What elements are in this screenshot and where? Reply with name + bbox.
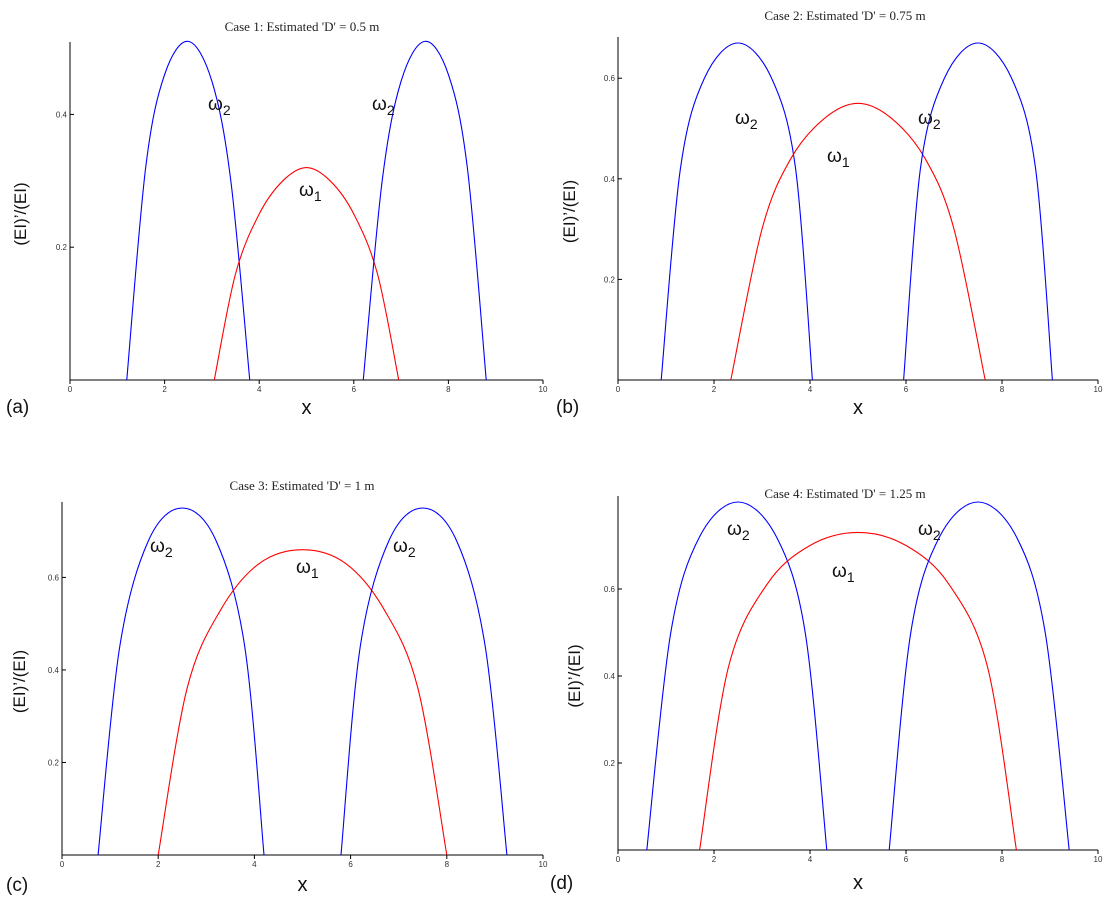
curve-label-d-0: ω2	[727, 519, 750, 543]
chart-title-a: Case 1: Estimated 'D' = 0.5 m	[225, 19, 380, 34]
y-axis-label-a: (EI)’/(EI)	[11, 182, 30, 245]
curve-b-0-omega2	[660, 42, 813, 381]
x-tick-label-a-5: 10	[539, 385, 548, 394]
y-tick-label-c-0: 0.2	[48, 758, 60, 767]
chart-title-b: Case 2: Estimated 'D' = 0.75 m	[764, 8, 925, 23]
x-axis-label-a: x	[302, 397, 312, 419]
x-tick-label-b-1: 2	[712, 385, 717, 394]
curve-d-0-omega2	[646, 501, 828, 851]
curve-b-1-omega1	[730, 102, 986, 381]
y-tick-label-a-0: 0.2	[56, 243, 68, 252]
x-tick-label-a-1: 2	[162, 385, 167, 394]
curve-label-d-1: ω1	[832, 561, 855, 585]
x-tick-label-c-0: 0	[60, 860, 65, 869]
y-tick-label-b-0: 0.2	[604, 275, 616, 284]
x-axis-label-b: x	[853, 397, 863, 419]
panel-label-c: (c)	[6, 875, 28, 896]
x-tick-label-a-4: 8	[446, 385, 451, 394]
curve-label-a-0: ω2	[208, 94, 231, 118]
panel-c: 0 2 4 6 8 10 0.2 0.4 0.6 Case 3: Estimated 'D' = …	[6, 478, 548, 896]
curve-d-2-omega2	[888, 501, 1070, 851]
curve-label-b-0: ω2	[735, 108, 758, 132]
panel-a: 0 2 4 6 8 10 0.2 0.4 Case 1: Estimated 'D' = 0.5…	[6, 19, 548, 419]
y-tick-label-b-2: 0.6	[604, 74, 616, 83]
x-tick-label-d-3: 6	[904, 855, 909, 864]
curve-c-1-omega1	[157, 549, 448, 856]
x-tick-label-d-4: 8	[1000, 855, 1005, 864]
x-tick-label-c-4: 8	[445, 860, 450, 869]
x-tick-label-d-0: 0	[616, 855, 621, 864]
y-axis-label-c: (EI)’/(EI)	[10, 650, 29, 713]
panel-label-d: (d)	[550, 873, 573, 894]
chart-title-d: Case 4: Estimated 'D' = 1.25 m	[764, 486, 925, 501]
curve-d-1-omega1	[699, 531, 1017, 851]
curve-label-b-2: ω2	[918, 108, 941, 132]
curve-label-a-1: ω1	[299, 180, 322, 204]
x-axis-label-d: x	[853, 872, 863, 894]
x-tick-label-a-3: 6	[352, 385, 357, 394]
x-tick-label-b-5: 10	[1094, 385, 1103, 394]
curve-a-1-omega1	[213, 166, 400, 381]
x-tick-label-b-0: 0	[616, 385, 621, 394]
curve-a-2-omega2	[362, 40, 487, 381]
y-tick-label-b-1: 0.4	[604, 175, 616, 184]
y-axis-label-d: (EI)’/(EI)	[565, 644, 584, 707]
x-tick-label-d-2: 4	[808, 855, 813, 864]
curve-label-a-2: ω2	[372, 94, 395, 118]
x-tick-label-d-5: 10	[1094, 855, 1103, 864]
y-tick-label-a-1: 0.4	[56, 110, 68, 119]
y-tick-label-d-0: 0.2	[604, 759, 616, 768]
x-tick-label-b-2: 4	[808, 385, 813, 394]
curve-c-0-omega2	[97, 507, 265, 856]
x-axis-label-c: x	[298, 874, 308, 896]
panel-label-a: (a)	[6, 397, 29, 418]
x-tick-label-d-1: 2	[712, 855, 717, 864]
curve-c-2-omega2	[340, 507, 508, 856]
x-tick-label-b-3: 6	[904, 385, 909, 394]
curve-label-c-2: ω2	[393, 536, 416, 560]
x-tick-label-c-3: 6	[348, 860, 353, 869]
panel-label-b: (b)	[556, 397, 579, 418]
curve-label-c-1: ω1	[296, 557, 319, 581]
x-tick-label-a-2: 4	[257, 385, 262, 394]
panel-d: 0 2 4 6 8 10 0.2 0.4 0.6 Case 4: Estimated 'D' = …	[550, 486, 1103, 894]
x-tick-label-c-5: 10	[539, 860, 548, 869]
y-tick-label-c-2: 0.6	[48, 573, 60, 582]
x-tick-label-b-4: 8	[1000, 385, 1005, 394]
x-tick-label-c-1: 2	[156, 860, 161, 869]
y-tick-label-c-1: 0.4	[48, 666, 60, 675]
y-tick-label-d-2: 0.6	[604, 585, 616, 594]
curve-label-b-1: ω1	[827, 146, 850, 170]
x-tick-label-c-2: 4	[252, 860, 257, 869]
y-tick-label-d-1: 0.4	[604, 672, 616, 681]
x-tick-label-a-0: 0	[68, 385, 73, 394]
curve-a-0-omega2	[126, 40, 251, 381]
chart-title-c: Case 3: Estimated 'D' = 1 m	[230, 478, 375, 493]
y-axis-label-b: (EI)’/(EI)	[560, 180, 579, 243]
curve-label-d-2: ω2	[918, 519, 941, 543]
panel-b: 0 2 4 6 8 10 0.2 0.4 0.6 Case 2: Estimated 'D' = …	[556, 8, 1103, 419]
curve-b-2-omega2	[903, 42, 1053, 381]
curve-label-c-0: ω2	[150, 536, 173, 560]
